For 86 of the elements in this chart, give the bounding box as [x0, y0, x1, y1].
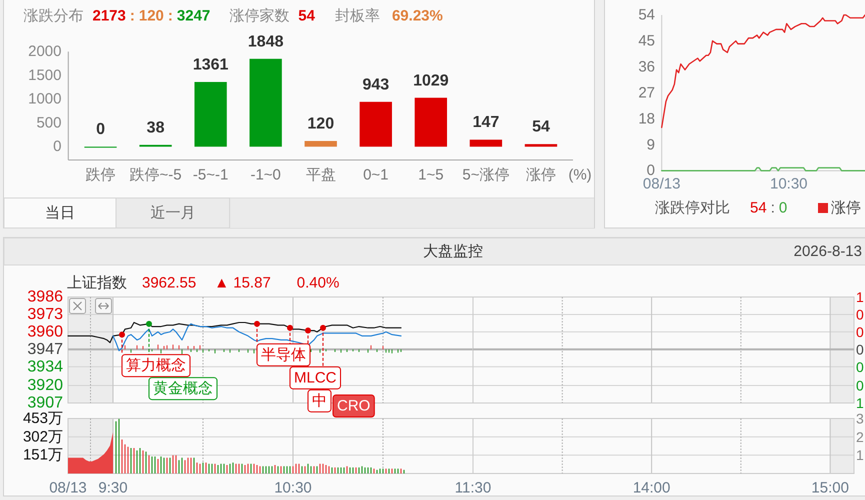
x-tick-label: 涨停 — [526, 166, 556, 184]
data-label: 1848 — [248, 33, 284, 50]
x-tick-label: 1~5 — [418, 166, 444, 184]
y-tick-label: 453万 — [22, 410, 63, 427]
text: 69.23% — [392, 8, 443, 24]
data-label: 1361 — [192, 56, 229, 74]
text: 120 — [138, 8, 164, 24]
y-tick-label: 3907 — [27, 394, 64, 412]
x-tick-label: -1~0 — [250, 166, 281, 184]
text: 1 — [856, 395, 864, 411]
chart-subtitle: 2026-8-13 — [794, 243, 862, 260]
text: 0 — [856, 324, 864, 340]
text: 0 — [856, 341, 864, 358]
text: 3962.55 — [142, 274, 196, 292]
annotation: 半导体 — [261, 346, 306, 364]
y-tick-label: 9 — [646, 136, 655, 154]
text: 3247 — [176, 8, 210, 24]
text: 3 — [856, 410, 864, 426]
annotation: 黄金概念 — [153, 380, 213, 398]
text: : — [770, 200, 775, 216]
y-tick-label: 3934 — [27, 358, 64, 376]
y-tick-label: 18 — [638, 110, 655, 128]
y-tick-label: 3986 — [27, 288, 64, 306]
chart-title: 大盘监控 — [423, 243, 483, 260]
text: 上证指数 — [67, 274, 127, 292]
text: 2173 — [92, 8, 126, 24]
x-tick-label: 跌停~-5 — [130, 166, 182, 184]
text: 0 — [778, 200, 788, 216]
y-tick-label: 3920 — [27, 377, 64, 394]
text: 1 — [856, 447, 864, 464]
x-tick-label: 10:30 — [274, 480, 312, 496]
text: : — [130, 8, 135, 24]
text: 0 — [856, 306, 864, 322]
x-tick-label: 08/13 — [49, 480, 87, 496]
text: 当日 — [45, 204, 75, 222]
y-tick-label: 3947 — [27, 340, 64, 358]
text: : — [168, 8, 173, 24]
y-tick-label: 3973 — [27, 306, 64, 323]
annotation: MLCC — [294, 369, 337, 386]
text: 近一月 — [150, 204, 196, 222]
x-tick-label: 平盘 — [306, 166, 336, 184]
y-tick-label: 302万 — [22, 428, 63, 446]
x-tick-label: 15:00 — [811, 480, 849, 496]
y-tick-label: 54 — [638, 6, 655, 24]
text: 54 — [750, 200, 767, 216]
annotation: 中 — [312, 392, 327, 410]
y-tick-label: 2000 — [28, 43, 62, 60]
y-tick-label: 27 — [638, 84, 655, 102]
text: 涨停家数 — [229, 8, 290, 24]
x-tick-label: 14:00 — [632, 480, 670, 496]
data-label: 54 — [532, 118, 550, 136]
data-label: 120 — [307, 115, 334, 132]
x-tick-label: 5~涨停 — [462, 166, 510, 184]
data-label: 147 — [472, 114, 500, 132]
y-tick-label: 0 — [53, 138, 62, 156]
y-tick-label: 36 — [638, 58, 655, 76]
data-label: 943 — [362, 76, 390, 94]
y-tick-label: 151万 — [22, 446, 63, 464]
text: 涨跌分布 — [24, 8, 84, 24]
text: 封板率 — [334, 8, 380, 24]
y-tick-label: 1000 — [28, 90, 62, 108]
annotation: CRO — [337, 398, 370, 414]
y-tick-label: 45 — [638, 32, 655, 50]
annotation: 算力概念 — [126, 357, 186, 374]
legend-label: 涨停 — [831, 200, 861, 216]
text: 54 — [298, 8, 316, 24]
y-tick-label: 500 — [36, 114, 62, 132]
x-tick-label: 10:30 — [770, 176, 808, 192]
x-tick-label: 0~1 — [363, 166, 389, 184]
x-tick-label: 跌停 — [86, 166, 116, 184]
text: 0 — [856, 378, 864, 394]
text: 2 — [856, 428, 864, 445]
y-tick-label: 3960 — [27, 323, 64, 340]
data-label: 1029 — [413, 72, 449, 90]
text: ▲ 15.87 — [214, 274, 271, 292]
text: 0.40% — [296, 274, 340, 292]
text: 0 — [856, 358, 864, 375]
x-tick-label: 9:30 — [98, 480, 128, 496]
data-label: 38 — [146, 119, 165, 136]
data-label: 0 — [96, 121, 106, 138]
text: 涨跌停对比 — [655, 200, 730, 216]
y-tick-label: 1500 — [28, 66, 62, 84]
text: 1 — [856, 289, 864, 305]
x-tick-label: 11:30 — [454, 480, 492, 496]
x-axis-title: (%) — [568, 166, 592, 184]
x-tick-label: -5~-1 — [192, 166, 228, 184]
